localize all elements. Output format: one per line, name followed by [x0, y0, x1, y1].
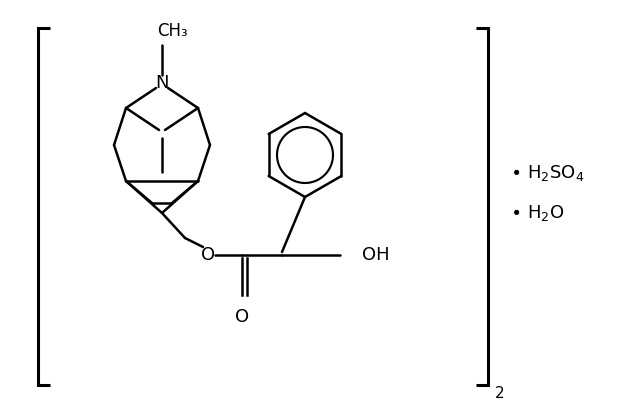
Text: O: O	[235, 308, 249, 326]
Text: $\bullet\ \mathregular{H_2O}$: $\bullet\ \mathregular{H_2O}$	[510, 203, 564, 223]
Text: O: O	[201, 246, 215, 264]
Text: N: N	[156, 74, 169, 92]
Text: OH: OH	[362, 246, 390, 264]
Text: $\bullet\ \mathregular{H_2SO_4}$: $\bullet\ \mathregular{H_2SO_4}$	[510, 163, 584, 183]
Text: 2: 2	[495, 385, 505, 401]
Text: CH₃: CH₃	[157, 22, 188, 40]
